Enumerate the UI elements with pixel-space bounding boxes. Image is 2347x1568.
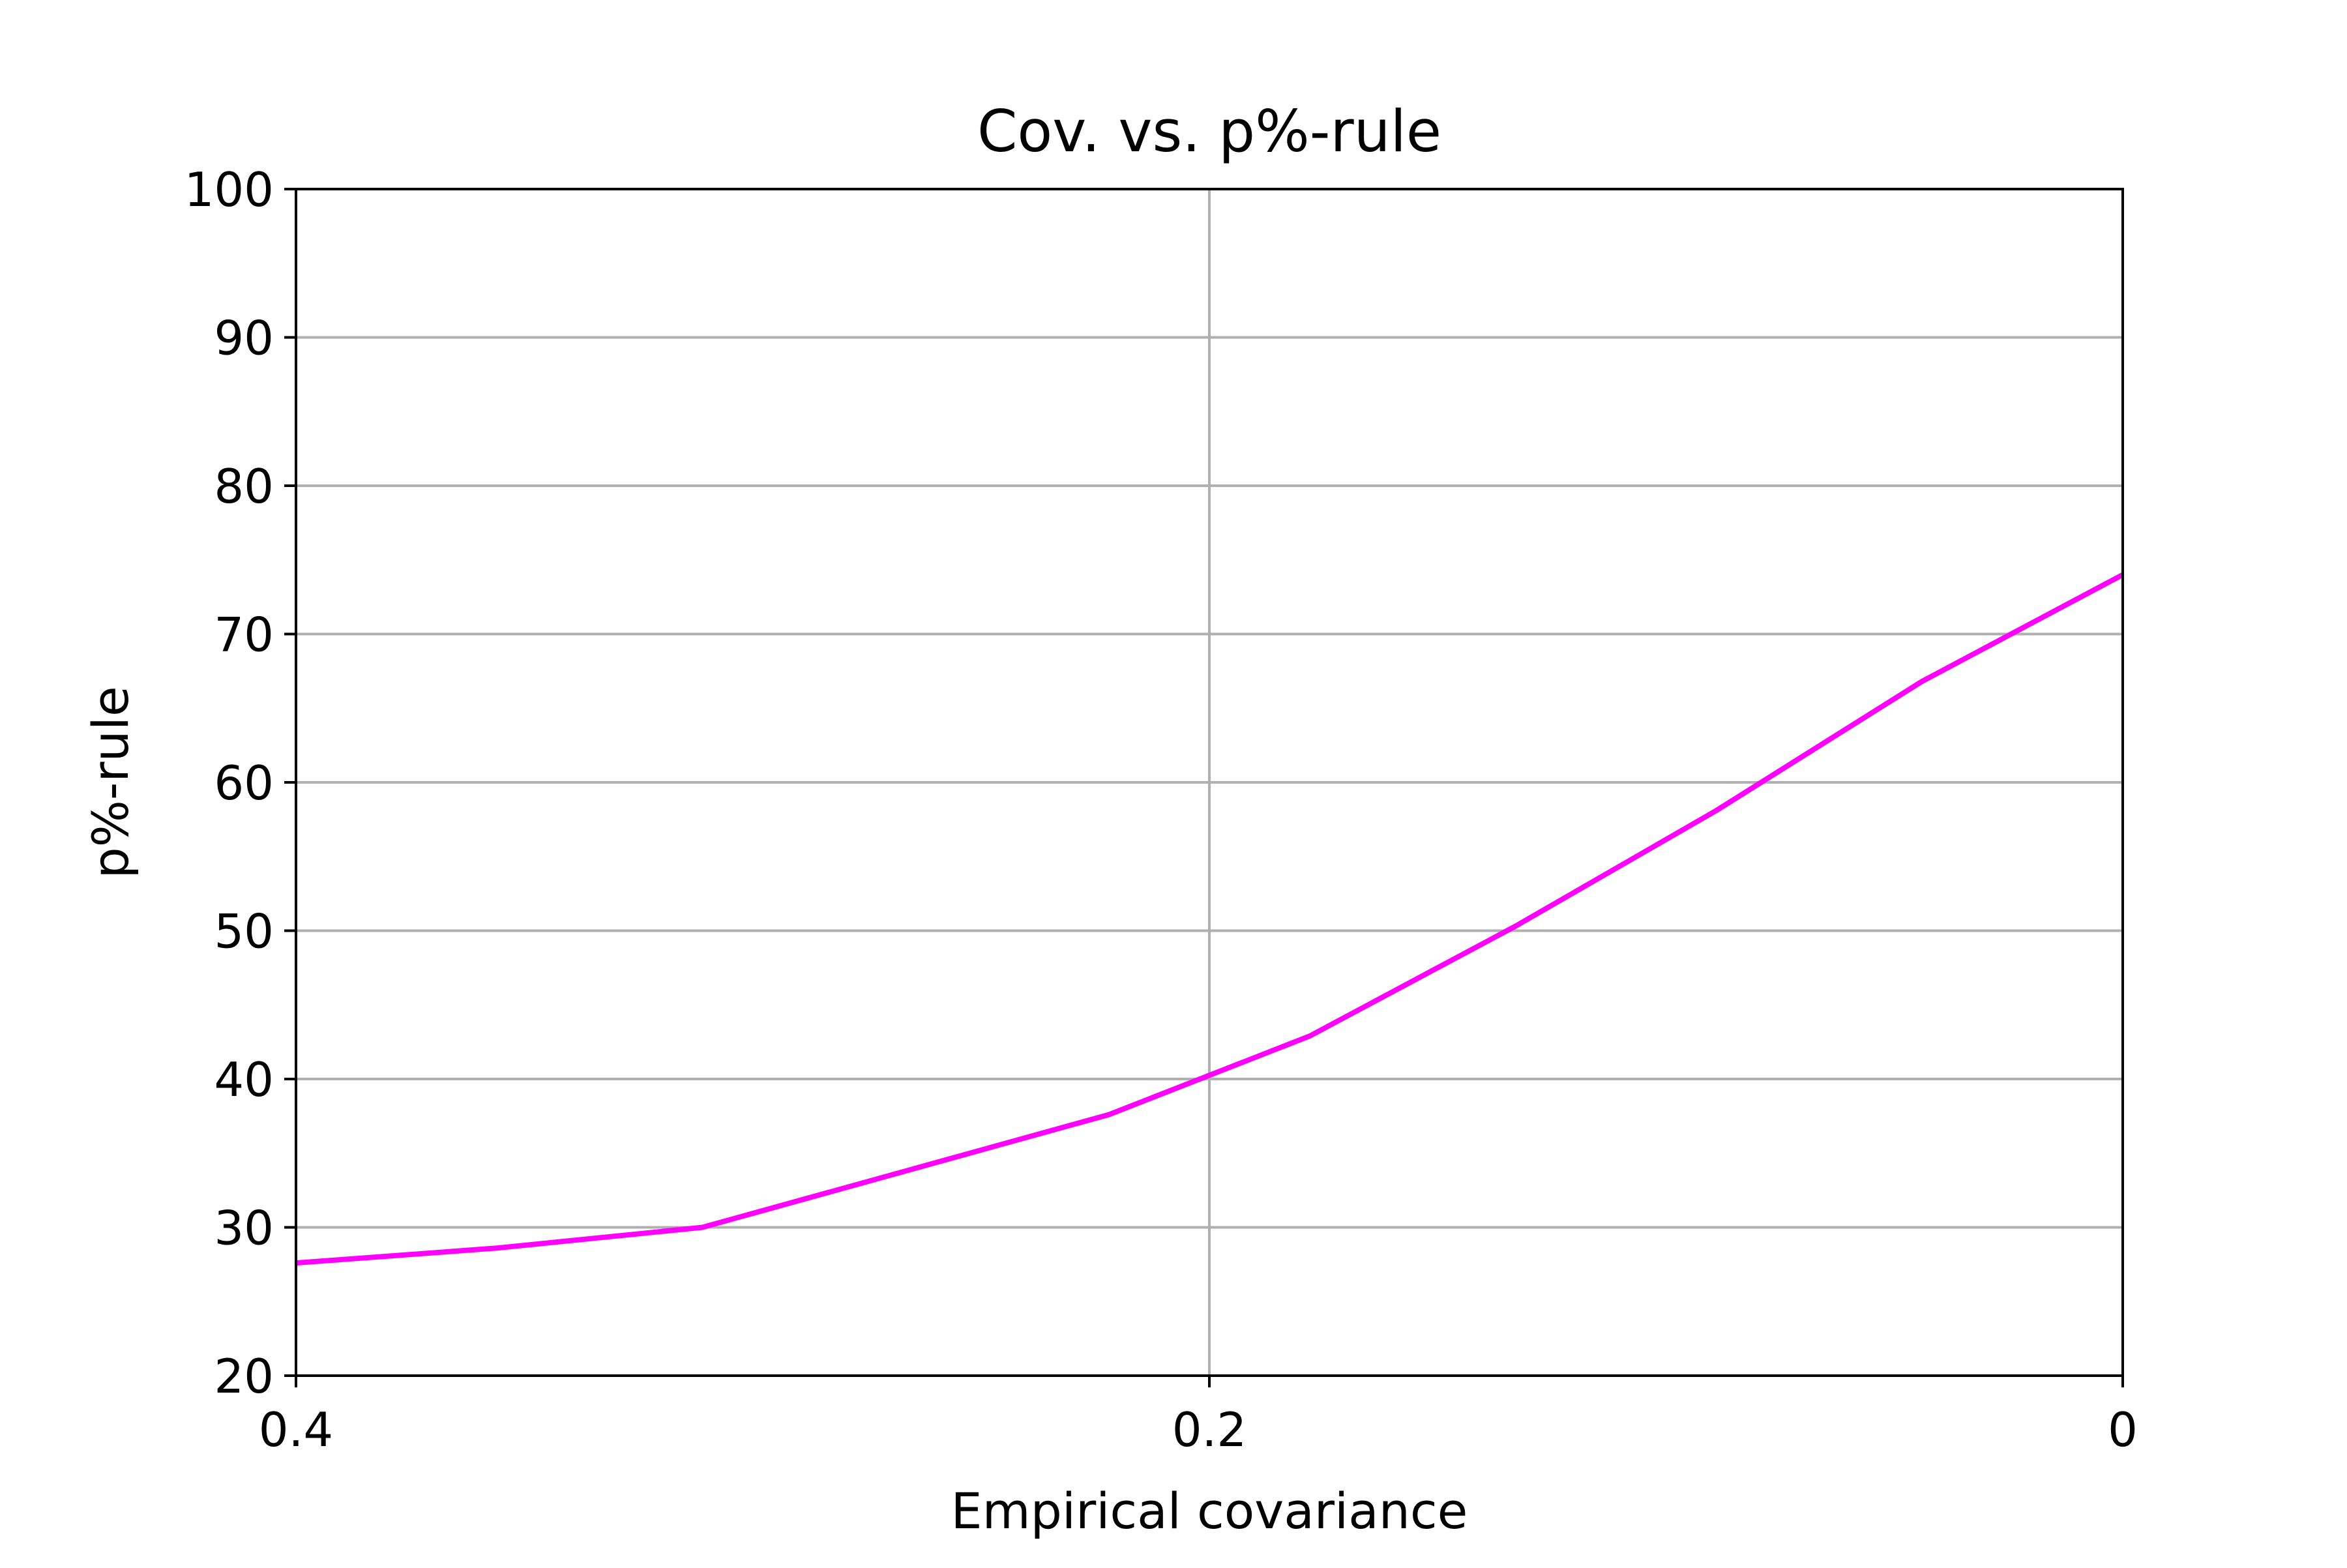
y-tick-label: 20 bbox=[214, 1349, 274, 1404]
y-tick-label: 30 bbox=[214, 1201, 274, 1256]
y-tick-label: 100 bbox=[185, 162, 274, 217]
x-tick-label: 0.4 bbox=[259, 1402, 334, 1457]
y-axis-label: p%-rule bbox=[81, 686, 140, 878]
series-layer bbox=[295, 572, 2124, 1266]
y-tick-label: 60 bbox=[214, 756, 274, 810]
y-tick-label: 40 bbox=[214, 1052, 274, 1107]
series-line bbox=[295, 572, 2124, 1266]
x-tick-label: 0.2 bbox=[1172, 1402, 1247, 1457]
axis-ticks: 20 30 40 50 60 70 80 90 100 0.4 0.2 0 bbox=[185, 162, 2138, 1457]
y-tick-label: 80 bbox=[214, 459, 274, 514]
y-tick-label: 90 bbox=[214, 311, 274, 366]
chart-title: Cov. vs. p%-rule bbox=[977, 98, 1441, 165]
y-tick-label: 70 bbox=[214, 608, 274, 662]
x-axis-label: Empirical covariance bbox=[951, 1482, 1468, 1540]
y-tick-label: 50 bbox=[214, 904, 274, 959]
x-tick-label: 0 bbox=[2108, 1402, 2138, 1457]
